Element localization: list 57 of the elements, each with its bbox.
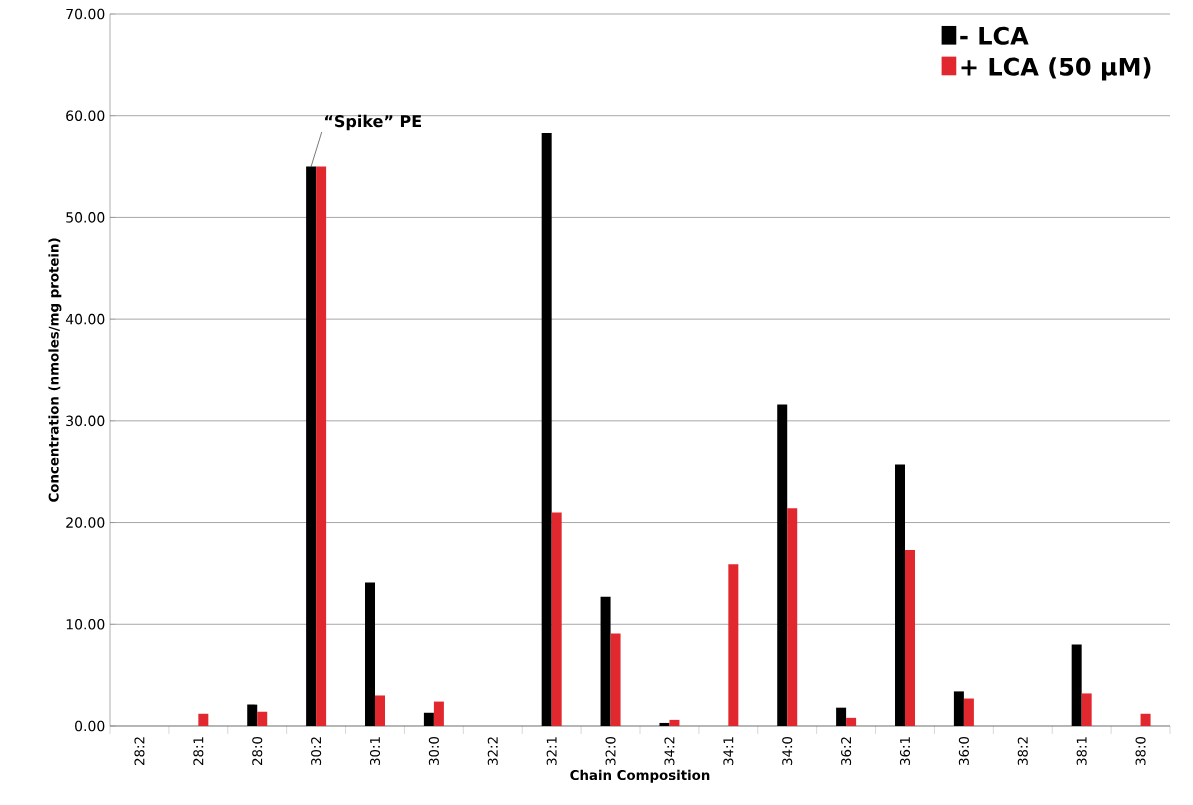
bar xyxy=(846,717,857,726)
bar xyxy=(198,713,209,726)
y-tick-label: 60.00 xyxy=(66,110,105,121)
y-tick-label: 50.00 xyxy=(66,212,105,223)
bar xyxy=(247,704,258,726)
x-tick-label: 36:0 xyxy=(958,736,969,765)
x-tick-label: 32:2 xyxy=(487,737,498,765)
y-tick-label: 30.00 xyxy=(66,415,105,427)
x-tick-label: 34:1 xyxy=(723,737,734,765)
bar xyxy=(423,712,434,726)
bar xyxy=(659,722,670,726)
bar xyxy=(963,698,974,726)
bar xyxy=(669,719,680,726)
bar xyxy=(777,404,788,726)
x-tick-label: 34:0 xyxy=(782,736,793,765)
legend-label: + LCA (50 µM) xyxy=(961,57,1151,81)
x-tick-label: 36:1 xyxy=(899,737,911,765)
bar xyxy=(257,711,268,726)
x-tick-label: 28:1 xyxy=(193,737,204,765)
x-axis-title: Chain Composition xyxy=(570,769,710,783)
y-axis-title: Concentration (nmoles/mg protein) xyxy=(48,238,62,502)
x-tick-label: 28:2 xyxy=(134,737,145,765)
bar xyxy=(433,701,444,726)
x-tick-label: 38:0 xyxy=(1135,736,1146,765)
bar xyxy=(905,550,915,726)
bar xyxy=(610,633,621,726)
bar xyxy=(953,691,964,726)
bar xyxy=(316,166,327,726)
annotation: “Spike” PE xyxy=(325,114,421,131)
bar xyxy=(836,707,847,726)
x-tick-label: 34:2 xyxy=(664,737,675,765)
x-tick-label: 32:0 xyxy=(605,736,616,765)
x-tick-label: 38:1 xyxy=(1076,737,1087,765)
bar xyxy=(541,133,552,726)
y-tick-label: 40.00 xyxy=(65,313,105,325)
bar xyxy=(787,508,798,726)
bar xyxy=(551,512,562,726)
bar xyxy=(600,596,611,726)
x-tick-label: 32:1 xyxy=(546,737,557,765)
x-tick-label: 30:1 xyxy=(369,737,381,765)
bar xyxy=(728,564,739,726)
y-tick-label: 20.00 xyxy=(66,517,105,528)
bar xyxy=(365,582,376,726)
bar xyxy=(1071,644,1082,726)
bar xyxy=(1081,693,1092,726)
bar xyxy=(375,695,385,726)
bar xyxy=(895,464,906,726)
x-tick-label: 36:2 xyxy=(841,737,852,765)
x-tick-label: 38:2 xyxy=(1017,737,1028,765)
y-tick-label: 0.00 xyxy=(75,720,105,732)
x-tick-label: 28:0 xyxy=(252,736,263,765)
y-tick-label: 70.00 xyxy=(66,8,105,20)
x-tick-label: 30:0 xyxy=(428,736,439,765)
x-tick-label: 30:2 xyxy=(311,737,322,765)
bar xyxy=(1140,713,1151,726)
y-tick-label: 10.00 xyxy=(66,618,105,630)
legend-label: - LCA xyxy=(960,26,1029,45)
